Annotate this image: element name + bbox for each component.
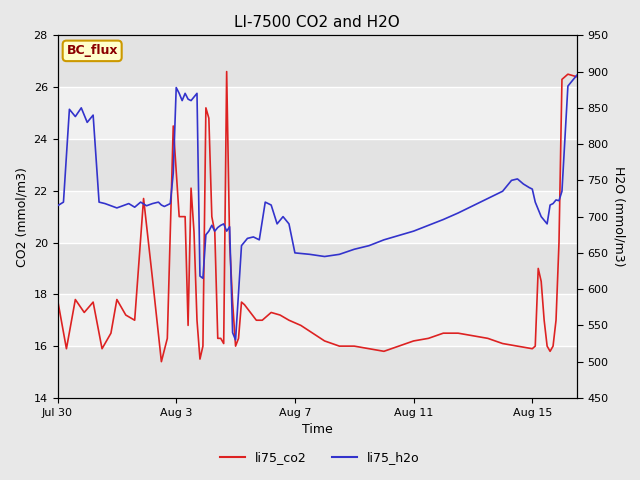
Y-axis label: CO2 (mmol/m3): CO2 (mmol/m3) [15,167,28,266]
Bar [58,36,577,87]
Bar [58,242,577,294]
Title: LI-7500 CO2 and H2O: LI-7500 CO2 and H2O [234,15,400,30]
Bar [58,139,577,191]
Legend: li75_co2, li75_h2o: li75_co2, li75_h2o [215,446,425,469]
X-axis label: Time: Time [302,423,333,436]
Y-axis label: H2O (mmol/m3): H2O (mmol/m3) [612,167,625,267]
Text: BC_flux: BC_flux [67,44,118,58]
Bar [58,346,577,398]
